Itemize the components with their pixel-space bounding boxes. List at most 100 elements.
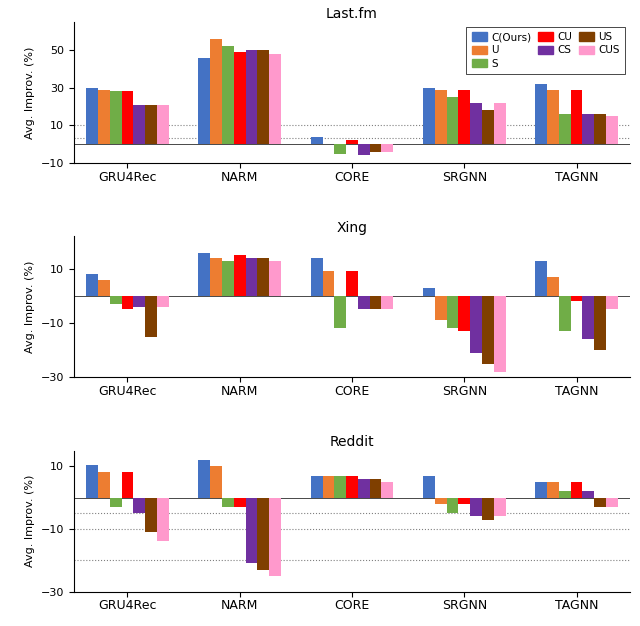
Bar [381,482,393,498]
Bar [234,498,246,507]
Bar [370,296,381,309]
Bar [222,260,234,296]
Bar [198,58,211,144]
Bar [334,144,346,153]
Bar [370,479,381,498]
Bar [458,498,470,504]
Bar [346,140,358,144]
Bar [358,296,370,309]
Bar [257,498,269,570]
Bar [606,498,618,507]
Bar [122,473,133,498]
Bar [594,296,606,350]
Bar [157,105,169,144]
Bar [470,296,482,353]
Bar [435,296,447,321]
Legend: C(Ours), U, S, CU, CS, US, CUS: C(Ours), U, S, CU, CS, US, CUS [467,27,625,74]
Bar [606,116,618,144]
Bar [547,277,559,296]
Bar [458,296,470,331]
Bar [246,50,257,144]
Bar [470,498,482,516]
Bar [535,84,547,144]
Bar [447,498,458,513]
Bar [234,255,246,296]
Bar [358,144,370,155]
Bar [133,296,145,307]
Bar [222,498,234,507]
Bar [211,258,222,296]
Bar [606,296,618,309]
Bar [594,114,606,144]
Bar [198,460,211,498]
Bar [582,491,594,498]
Bar [133,498,145,513]
Bar [98,473,110,498]
Bar [423,476,435,498]
Bar [311,136,323,144]
Bar [447,97,458,144]
Y-axis label: Avg. Improv. (%): Avg. Improv. (%) [25,46,35,138]
Bar [269,260,281,296]
Bar [246,258,257,296]
Bar [334,296,346,329]
Bar [198,252,211,296]
Bar [571,296,582,301]
Bar [269,54,281,144]
Bar [157,498,169,541]
Bar [381,296,393,309]
Bar [110,91,122,144]
Bar [482,110,493,144]
Bar [547,482,559,498]
Bar [547,90,559,144]
Bar [98,280,110,296]
Bar [559,296,571,331]
Bar [311,258,323,296]
Bar [535,260,547,296]
Bar [323,476,334,498]
Bar [334,476,346,498]
Bar [559,114,571,144]
Bar [435,498,447,504]
Bar [133,105,145,144]
Bar [269,498,281,576]
Bar [110,498,122,507]
Bar [222,46,234,144]
Bar [594,498,606,507]
Y-axis label: Avg. Improv. (%): Avg. Improv. (%) [25,260,35,353]
Y-axis label: Avg. Improv. (%): Avg. Improv. (%) [25,475,35,567]
Title: Reddit: Reddit [330,436,374,449]
Bar [122,91,133,144]
Bar [358,479,370,498]
Bar [246,498,257,563]
Bar [145,498,157,532]
Bar [145,105,157,144]
Bar [157,296,169,307]
Bar [257,50,269,144]
Bar [571,482,582,498]
Bar [458,90,470,144]
Bar [86,274,98,296]
Bar [423,288,435,296]
Bar [559,491,571,498]
Bar [447,296,458,329]
Bar [470,103,482,144]
Bar [211,39,222,144]
Bar [234,52,246,144]
Bar [381,144,393,151]
Title: Last.fm: Last.fm [326,7,378,21]
Bar [311,476,323,498]
Bar [122,296,133,309]
Bar [86,464,98,498]
Bar [86,88,98,144]
Bar [257,258,269,296]
Bar [98,90,110,144]
Bar [535,482,547,498]
Bar [493,103,506,144]
Bar [346,272,358,296]
Bar [346,476,358,498]
Bar [482,498,493,520]
Bar [571,90,582,144]
Bar [482,296,493,364]
Title: Xing: Xing [337,221,367,235]
